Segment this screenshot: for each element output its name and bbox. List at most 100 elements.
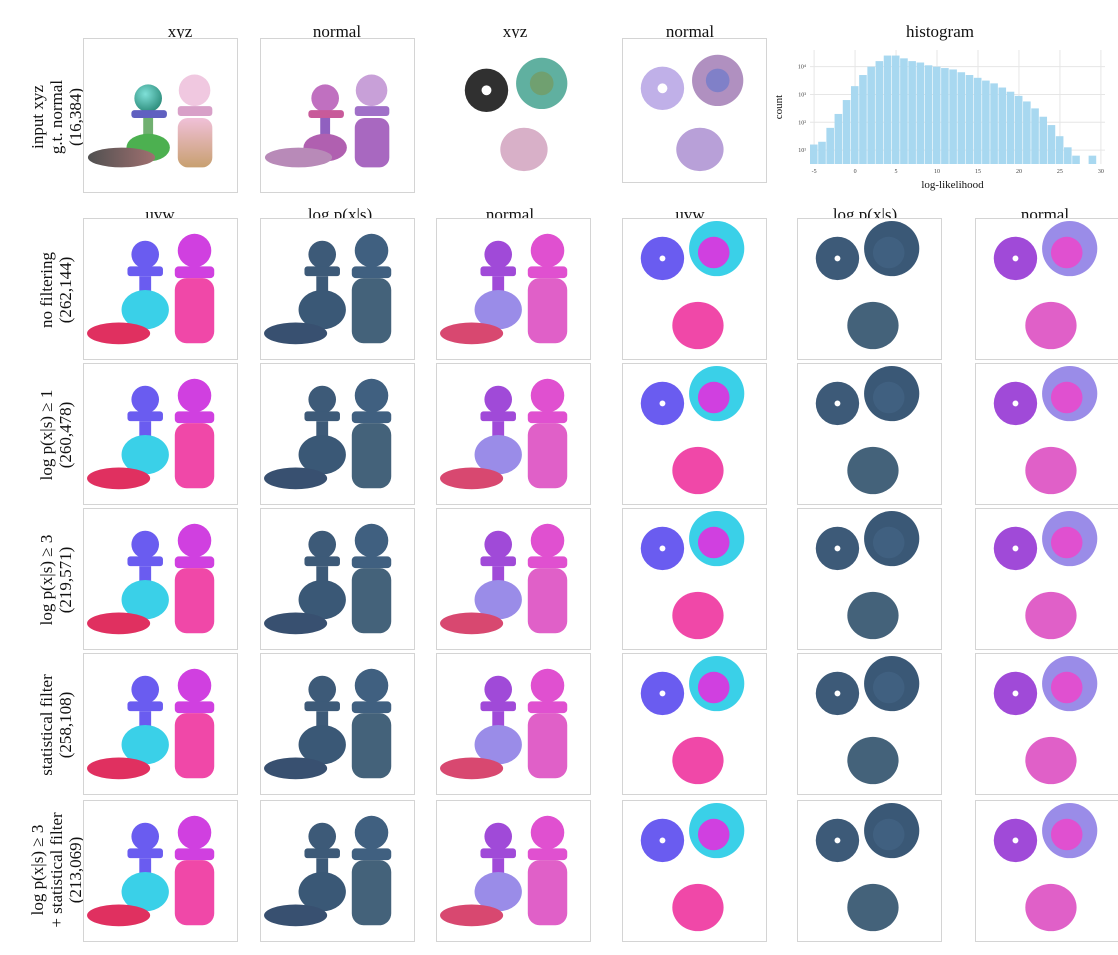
donuts-logp-render — [815, 510, 920, 640]
panel-donuts-logp-row5 — [797, 800, 942, 942]
histogram-bar — [883, 55, 892, 164]
panel-pawns-normal-row3 — [436, 508, 591, 650]
row-label-line: (258,108) — [56, 691, 75, 759]
panel-pawns-logp-row4 — [260, 653, 415, 795]
panel-donuts-normal-row3 — [975, 508, 1118, 650]
histogram-bar — [834, 113, 843, 164]
panel-input-normal-donuts — [622, 38, 767, 183]
row-label-line: (260,478) — [56, 401, 75, 469]
x-tick-label: 15 — [975, 169, 981, 175]
histogram-bar — [867, 66, 875, 164]
donuts-logp-render — [815, 655, 920, 785]
donuts-logp-render — [815, 365, 920, 495]
histogram-svg: -5 0 5 10 15 20 25 30 10¹ 10² 10³ 10⁴ log-likelihood… — [773, 50, 1105, 191]
histogram-bar — [1055, 136, 1064, 164]
x-tick-label: 5 — [895, 169, 898, 175]
panel-pawns-normal-row4 — [436, 653, 591, 795]
pawns-logp-render — [264, 815, 392, 927]
histogram-bar — [1031, 108, 1039, 164]
panel-donuts-normal-row5 — [975, 800, 1118, 942]
panel-donuts-logp-row4 — [797, 653, 942, 795]
panel-pawns-logp-row1 — [260, 218, 415, 360]
donuts-uvw-render — [640, 220, 745, 350]
panel-donuts-normal-row1 — [975, 218, 1118, 360]
top-header-histogram: histogram — [906, 22, 974, 41]
histogram-bar — [998, 87, 1007, 164]
pawns-normal-render — [440, 815, 568, 927]
donuts-normal-render — [640, 54, 744, 172]
histogram-bar — [973, 77, 982, 164]
y-tick-label: 10³ — [798, 92, 806, 98]
histogram-bar — [875, 61, 884, 165]
top-header-normal-1: normal — [312, 22, 362, 41]
pawns-logp-render — [264, 233, 392, 345]
row-label-line: (16,384) — [65, 87, 85, 147]
histogram-bar — [1047, 125, 1056, 164]
donuts-uvw-render — [640, 802, 745, 932]
row-label-line: (213,069) — [65, 836, 85, 904]
donuts-logp-render — [815, 802, 920, 932]
panel-donuts-normal-row2 — [975, 363, 1118, 505]
panel-donuts-logp-row2 — [797, 363, 942, 505]
x-axis-label: log-likelihood — [921, 179, 984, 191]
histogram-bar — [957, 72, 966, 164]
row-label-line: input xyz — [27, 85, 47, 149]
panel-donuts-normal-row4 — [975, 653, 1118, 795]
panel-pawns-logp-row5 — [260, 800, 415, 942]
panel-donuts-logp-row3 — [797, 508, 942, 650]
y-tick-label: 10¹ — [798, 148, 806, 154]
pawns-uvw-render — [87, 815, 215, 927]
histogram-bar — [916, 62, 925, 165]
top-header-xyz-2: xyz — [502, 22, 528, 41]
y-tick-label: 10⁴ — [798, 65, 806, 71]
histogram-bar — [891, 55, 900, 164]
y-tick-label: 10² — [798, 120, 806, 126]
histogram-bar — [850, 86, 859, 164]
row-label-line: statistical filter — [37, 674, 56, 776]
donuts-normal-render — [993, 220, 1098, 350]
row-label-line: g.t. normal — [46, 79, 66, 155]
row-label-line: (219,571) — [56, 546, 75, 614]
panel-input-xyz-donuts — [444, 38, 599, 183]
row-label-line: + statistical filter — [46, 812, 66, 928]
pawns-normal-render — [264, 74, 390, 168]
row-label-line: (262,144) — [56, 256, 75, 324]
panel-input-xyz-pawns — [83, 38, 238, 193]
panel-donuts-uvw-row1 — [622, 218, 767, 360]
histogram-bar — [990, 83, 998, 164]
panel-donuts-uvw-row5 — [622, 800, 767, 942]
donuts-normal-render — [993, 802, 1098, 932]
histogram-bar — [932, 66, 941, 164]
panel-pawns-logp-row3 — [260, 508, 415, 650]
row-label-line: log p(x|s) ≥ 3 — [27, 824, 47, 916]
pawns-normal-render — [440, 378, 568, 490]
histogram-bar — [826, 127, 834, 164]
histogram-bar — [949, 69, 957, 164]
histogram-chart: -5 0 5 10 15 20 25 30 10¹ 10² 10³ 10⁴ log-likelihood… — [770, 42, 1115, 192]
donuts-uvw-render — [640, 655, 745, 785]
histogram-bar — [1023, 101, 1031, 164]
panel-pawns-uvw-row4 — [83, 653, 238, 795]
pawns-normal-render — [440, 523, 568, 635]
histogram-bar — [842, 100, 851, 164]
row-label-line: log p(x|s) ≥ 3 — [37, 534, 56, 626]
panel-pawns-normal-row2 — [436, 363, 591, 505]
x-tick-label: 25 — [1057, 169, 1063, 175]
pawns-logp-render — [264, 378, 392, 490]
histogram-bar — [982, 80, 990, 164]
donuts-normal-render — [993, 510, 1098, 640]
row-label-combined: log p(x|s) ≥ 3 + statistical filter (213… — [26, 785, 86, 955]
histogram-bar — [818, 141, 826, 164]
pawns-logp-render — [264, 668, 392, 780]
pawns-uvw-render — [87, 233, 215, 345]
histogram-bar — [859, 75, 867, 164]
histogram-bar — [810, 144, 818, 164]
panel-pawns-uvw-row1 — [83, 218, 238, 360]
x-tick-label: 0 — [854, 169, 857, 175]
histogram-bar — [908, 61, 916, 165]
histogram-bar — [1072, 155, 1080, 164]
panel-donuts-uvw-row3 — [622, 508, 767, 650]
histogram-bar — [1039, 116, 1048, 164]
x-tick-label: 10 — [934, 169, 940, 175]
donuts-normal-render — [993, 655, 1098, 785]
